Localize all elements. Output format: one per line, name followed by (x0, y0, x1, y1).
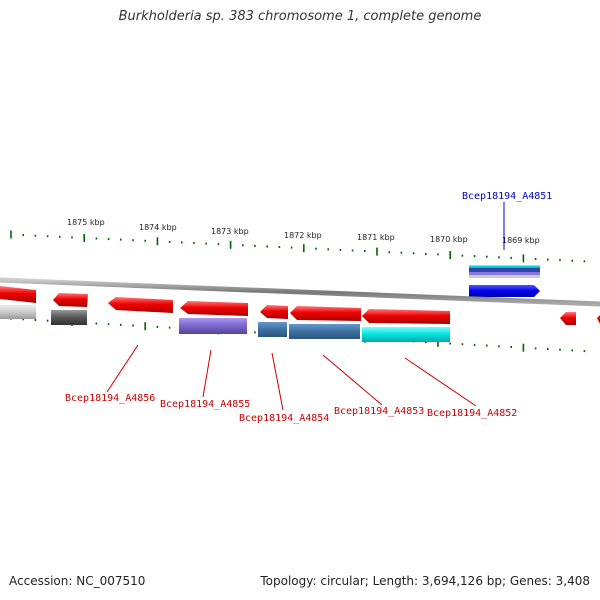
gene-label-bcep18194-a4855[interactable]: Bcep18194_A4855 (160, 399, 250, 410)
gene-label-bcep18194-a4851[interactable]: Bcep18194_A4851 (462, 191, 552, 202)
gene-label-bcep18194-a4852[interactable]: Bcep18194_A4852 (427, 408, 517, 419)
gene-arrow-bcep18194-a4851[interactable] (469, 285, 540, 297)
label-connectors (106, 202, 505, 411)
gene-arrow-left-edge[interactable] (0, 286, 36, 303)
genome-backbone (0, 277, 600, 307)
accession-text: Accession: NC_007510 (9, 574, 146, 588)
scale-label-1872: 1872 kbp (284, 231, 322, 240)
forward-cog-bars (469, 265, 540, 278)
scale-label-1874: 1874 kbp (139, 223, 177, 232)
scale-label-1873: 1873 kbp (211, 227, 249, 236)
page-title: Burkholderia sp. 383 chromosome 1, compl… (118, 9, 482, 24)
gene-arrow-bcep18194-a4855[interactable] (108, 297, 173, 313)
genome-summary-text: Topology: circular; Length: 3,694,126 bp… (260, 574, 590, 588)
gene-arrow-bcep18194-a4854[interactable] (180, 301, 248, 316)
gene-arrow-bcep18194-a4853[interactable] (260, 305, 288, 319)
gene-label-bcep18194-a4853[interactable]: Bcep18194_A4853 (334, 406, 424, 417)
gene-label-bcep18194-a4854[interactable]: Bcep18194_A4854 (239, 413, 329, 424)
gene-arrow-bcep18194-a4852-part[interactable] (290, 306, 361, 321)
gene-arrow-bcep18194-a4852[interactable] (362, 309, 450, 324)
scale-label-1871: 1871 kbp (357, 233, 395, 242)
gene-arrow-bcep18194-a4856[interactable] (53, 293, 88, 307)
scale-label-1875: 1875 kbp (67, 218, 105, 227)
scale-label-1870: 1870 kbp (430, 235, 468, 244)
gene-label-bcep18194-a4856[interactable]: Bcep18194_A4856 (65, 393, 155, 404)
reverse-cog-bars (0, 305, 450, 342)
gene-arrow-right-small[interactable] (560, 312, 576, 325)
scale-label-1869: 1869 kbp (502, 236, 540, 245)
reverse-gene-arrows (0, 286, 600, 325)
outer-scale-ticks (10, 230, 586, 263)
gene-arrow-right-edge[interactable] (597, 312, 600, 324)
